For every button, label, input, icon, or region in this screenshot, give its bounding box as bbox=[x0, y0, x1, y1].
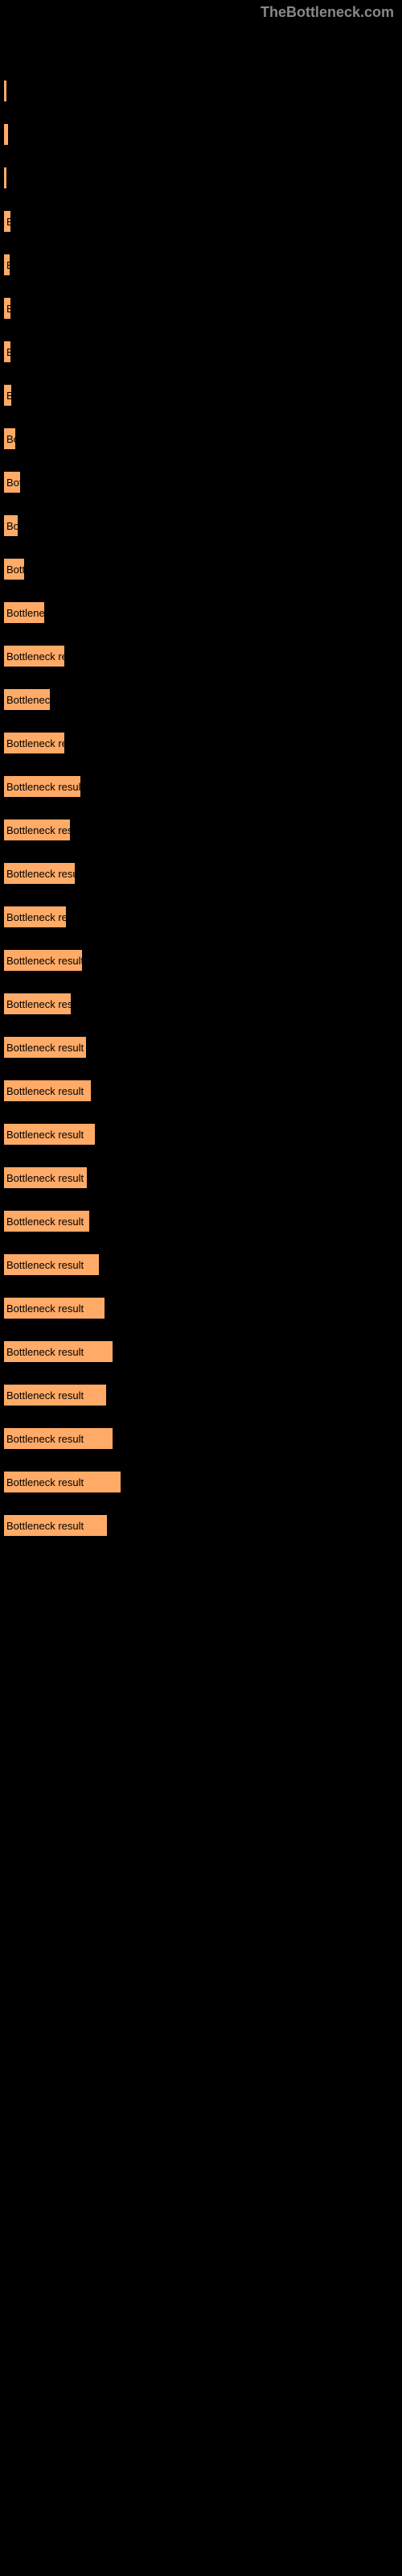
bar-row: Bottlenec bbox=[4, 689, 402, 710]
bar-row: B bbox=[4, 298, 402, 319]
bar-row: Bottleneck result bbox=[4, 1211, 402, 1232]
bar: Bot bbox=[4, 472, 20, 493]
bar-row: Bottleneck res bbox=[4, 819, 402, 840]
bar: Bo bbox=[4, 515, 18, 536]
bar: Bottleneck result bbox=[4, 1124, 95, 1145]
bar-row bbox=[4, 167, 402, 188]
bar-row: Bottleneck result bbox=[4, 1080, 402, 1101]
bar-row: Bottleneck result bbox=[4, 1472, 402, 1492]
bar: Bottleneck result bbox=[4, 1515, 107, 1536]
bar-row: Bottleneck result bbox=[4, 1037, 402, 1058]
bar: B bbox=[4, 298, 10, 319]
bar: B bbox=[4, 211, 10, 232]
bar: B bbox=[4, 254, 10, 275]
bar-row: Bottleneck re bbox=[4, 646, 402, 667]
bar bbox=[4, 167, 6, 188]
bar-row: Bottleneck result bbox=[4, 1341, 402, 1362]
bar: Bottleneck res bbox=[4, 993, 71, 1014]
bar-row: Bottleneck result bbox=[4, 1167, 402, 1188]
bar-row: B bbox=[4, 254, 402, 275]
bar-row: Bot bbox=[4, 472, 402, 493]
bar-row: B bbox=[4, 341, 402, 362]
bar-row: Bottleneck result bbox=[4, 1254, 402, 1275]
bar-row: Bottlene bbox=[4, 602, 402, 623]
bar: Bottleneck res bbox=[4, 819, 70, 840]
bar-row bbox=[4, 80, 402, 101]
bar-row: Bott bbox=[4, 559, 402, 580]
bar: Bottleneck result bbox=[4, 1298, 105, 1319]
bar bbox=[4, 80, 6, 101]
bar-row: Bottleneck result bbox=[4, 950, 402, 971]
bar: Bottlenec bbox=[4, 689, 50, 710]
bar: Bottleneck result bbox=[4, 1037, 86, 1058]
bar-row: Bo bbox=[4, 515, 402, 536]
bar: Bottleneck result bbox=[4, 1385, 106, 1406]
bar-row: Bottleneck res bbox=[4, 993, 402, 1014]
bar: B bbox=[4, 385, 11, 406]
bar-chart: B B B B B Bo Bot Bo Bott Bottlene Bottleneck re Bot… bbox=[0, 0, 402, 1536]
bar: Bo bbox=[4, 428, 15, 449]
bar-row: Bottleneck re bbox=[4, 906, 402, 927]
bar: Bottleneck re bbox=[4, 733, 64, 753]
bar: Bottleneck result bbox=[4, 1167, 87, 1188]
bar-row: Bottleneck re bbox=[4, 733, 402, 753]
watermark: TheBottleneck.com bbox=[260, 4, 394, 21]
bar bbox=[4, 124, 8, 145]
bar-row: Bottleneck result bbox=[4, 1124, 402, 1145]
bar-row: B bbox=[4, 211, 402, 232]
bar-row: Bottleneck result bbox=[4, 1298, 402, 1319]
bar: Bottleneck resu bbox=[4, 863, 75, 884]
bar: Bottleneck result bbox=[4, 1341, 113, 1362]
bar-row bbox=[4, 124, 402, 145]
bar: Bottleneck result bbox=[4, 950, 82, 971]
bar: Bottleneck result bbox=[4, 1080, 91, 1101]
bar: Bottleneck result bbox=[4, 1472, 121, 1492]
bar: Bott bbox=[4, 559, 24, 580]
bar: Bottleneck result bbox=[4, 1428, 113, 1449]
bar-row: Bottleneck result bbox=[4, 1428, 402, 1449]
bar-row: Bo bbox=[4, 428, 402, 449]
bar: Bottleneck re bbox=[4, 646, 64, 667]
bar-row: Bottleneck resu bbox=[4, 863, 402, 884]
bar: Bottleneck result bbox=[4, 1254, 99, 1275]
bar-row: B bbox=[4, 385, 402, 406]
bar: Bottleneck re bbox=[4, 906, 66, 927]
bar-row: Bottleneck result bbox=[4, 1385, 402, 1406]
bar: Bottleneck result bbox=[4, 776, 80, 797]
bar: B bbox=[4, 341, 10, 362]
bar-row: Bottleneck result bbox=[4, 776, 402, 797]
bar: Bottlene bbox=[4, 602, 44, 623]
bar: Bottleneck result bbox=[4, 1211, 89, 1232]
bar-row: Bottleneck result bbox=[4, 1515, 402, 1536]
